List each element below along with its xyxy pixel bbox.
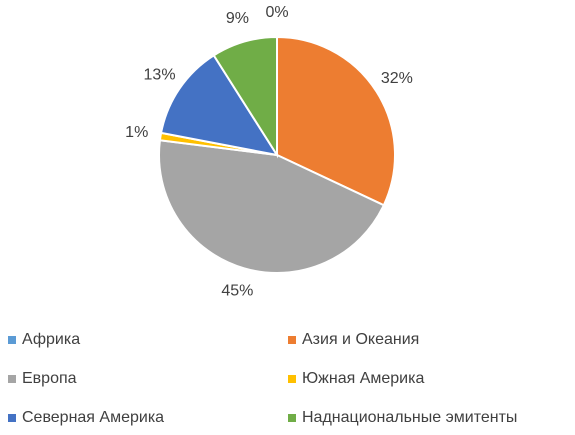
legend-marker	[288, 414, 296, 422]
legend-marker	[8, 414, 16, 422]
data-label: 0%	[265, 4, 288, 21]
legend-marker	[288, 336, 296, 344]
pie-slice	[212, 35, 278, 159]
legend-marker	[8, 336, 16, 344]
data-label: 1%	[125, 124, 148, 141]
data-label: 13%	[144, 66, 176, 83]
data-label: 45%	[221, 283, 253, 300]
data-label: 9%	[226, 10, 249, 27]
pie-slice	[159, 53, 280, 157]
legend-label: Африка	[22, 331, 80, 348]
legend-label: Северная Америка	[22, 409, 164, 426]
legend-label: Европа	[22, 370, 77, 387]
legend-label: Азия и Океания	[302, 331, 419, 348]
legend-label: Наднациональные эмитенты	[302, 409, 517, 426]
legend-label: Южная Америка	[302, 370, 424, 387]
data-label: 32%	[381, 70, 413, 87]
pie-slice	[158, 139, 386, 274]
legend-marker	[288, 375, 296, 383]
pie-slice	[276, 35, 396, 207]
legend-marker	[8, 375, 16, 383]
